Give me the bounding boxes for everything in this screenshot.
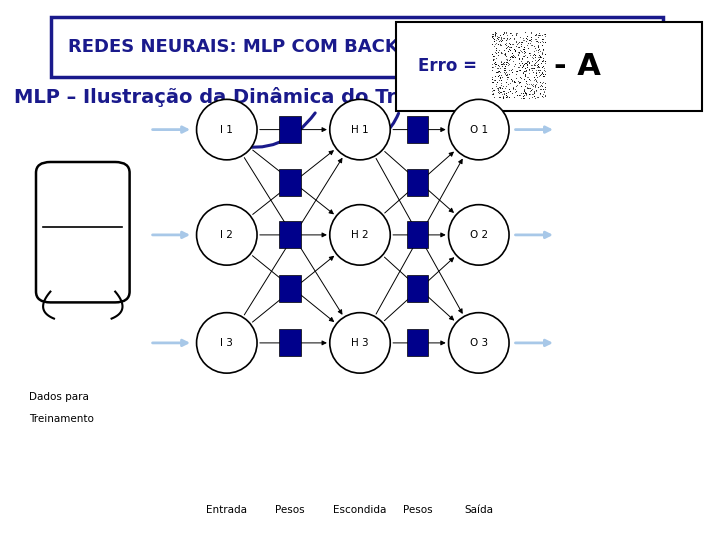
Bar <box>407 329 428 356</box>
Ellipse shape <box>197 313 257 373</box>
Ellipse shape <box>449 205 509 265</box>
Ellipse shape <box>449 313 509 373</box>
Text: H 3: H 3 <box>351 338 369 348</box>
Text: O 1: O 1 <box>469 125 488 134</box>
Text: - A: - A <box>554 52 601 80</box>
Text: I 3: I 3 <box>220 338 233 348</box>
Ellipse shape <box>330 99 390 160</box>
FancyBboxPatch shape <box>36 162 130 302</box>
Bar <box>279 329 301 356</box>
Text: Dados para: Dados para <box>29 392 89 402</box>
Text: Escondida: Escondida <box>333 505 387 515</box>
Text: Saída: Saída <box>464 505 493 515</box>
Ellipse shape <box>330 205 390 265</box>
Ellipse shape <box>330 313 390 373</box>
Bar <box>279 221 301 248</box>
Text: Erro =: Erro = <box>418 57 482 75</box>
Text: H 2: H 2 <box>351 230 369 240</box>
Ellipse shape <box>197 99 257 160</box>
Text: O 2: O 2 <box>469 230 488 240</box>
Text: REDES NEURAIS: MLP COM BACK-PROPAGATION: REDES NEURAIS: MLP COM BACK-PROPAGATION <box>68 38 549 56</box>
Ellipse shape <box>449 99 509 160</box>
Text: I 1: I 1 <box>220 125 233 134</box>
Bar <box>407 116 428 143</box>
Bar <box>407 221 428 248</box>
Text: I 2: I 2 <box>220 230 233 240</box>
FancyBboxPatch shape <box>51 17 663 77</box>
Text: O 3: O 3 <box>469 338 488 348</box>
Ellipse shape <box>197 205 257 265</box>
Text: Treinamento: Treinamento <box>29 414 94 423</box>
FancyBboxPatch shape <box>396 22 702 111</box>
Text: H 1: H 1 <box>351 125 369 134</box>
Text: Entrada: Entrada <box>207 505 247 515</box>
Text: MLP – Ilustração da Dinâmica do Treinamento (BP): MLP – Ilustração da Dinâmica do Treiname… <box>14 87 567 107</box>
Bar <box>279 116 301 143</box>
Bar <box>279 275 301 302</box>
Text: Pesos: Pesos <box>275 505 305 515</box>
Bar <box>407 168 428 195</box>
Bar <box>407 275 428 302</box>
Bar <box>279 168 301 195</box>
Text: Pesos: Pesos <box>402 505 433 515</box>
